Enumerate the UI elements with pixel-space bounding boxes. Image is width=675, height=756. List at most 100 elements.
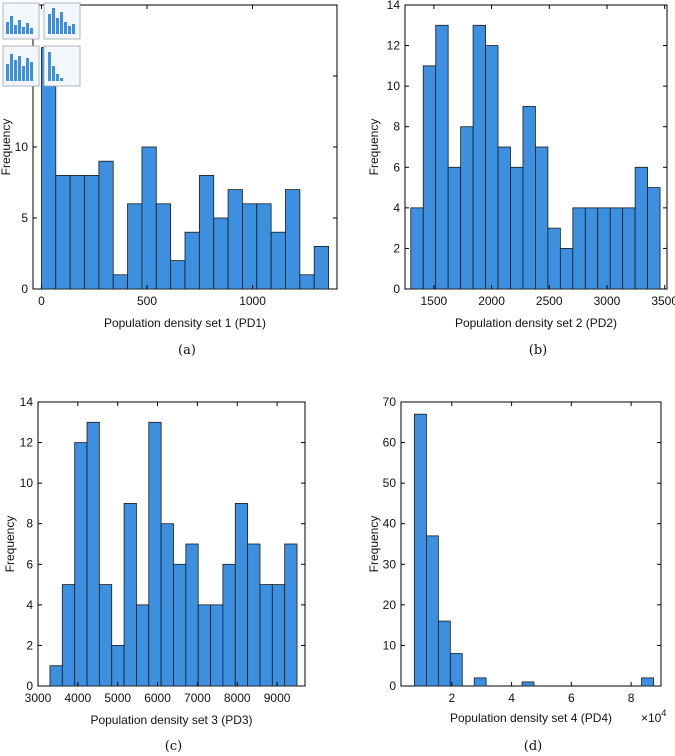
histogram-bar — [285, 189, 301, 290]
x-axis-label: Population density set 1 (PD1) — [104, 316, 266, 330]
histogram-bar — [634, 166, 649, 290]
histogram-bar — [141, 146, 157, 290]
histogram-bar — [247, 543, 261, 687]
histogram-bar — [197, 604, 211, 687]
histogram-bar — [148, 421, 162, 687]
histogram-bar — [49, 665, 63, 687]
y-tick-label: 14 — [20, 395, 34, 409]
y-tick-label: 6 — [26, 557, 33, 571]
histogram-bar — [84, 174, 100, 290]
histogram-bar — [69, 174, 85, 290]
histogram-bar — [437, 620, 451, 687]
histogram-bar — [641, 677, 654, 687]
histogram-bar — [473, 677, 487, 687]
x-tick-label: 8 — [628, 691, 635, 705]
histogram-bar — [410, 207, 424, 290]
y-tick-label: 0 — [393, 282, 400, 296]
y-tick-label: 10 — [387, 79, 401, 93]
histogram-bar — [170, 260, 186, 290]
histogram-bar — [422, 65, 437, 290]
thumbnail-group — [2, 2, 81, 87]
histogram-bar — [256, 203, 272, 290]
x-tick-label: 1500 — [421, 294, 448, 308]
figure-thumbnail-icon — [43, 2, 81, 40]
histogram-bar — [136, 604, 150, 687]
histogram-bar — [485, 45, 499, 290]
histogram-bar — [98, 160, 114, 290]
histogram-bar — [127, 203, 143, 290]
histogram-bar — [111, 645, 125, 687]
y-tick-label: 8 — [26, 517, 33, 531]
panel-caption: (a) — [178, 343, 196, 358]
histogram-bar — [160, 523, 174, 687]
histogram-bar — [584, 207, 599, 290]
y-tick-label: 4 — [393, 201, 400, 215]
chart-b: 0 2 4 6 8 10 12 14 1500 2000 2500 3000 3500 Populatio… — [367, 0, 675, 358]
x-tick-label: 3000 — [594, 294, 621, 308]
histogram-bar — [98, 584, 113, 687]
histogram-bar — [112, 274, 128, 290]
histogram-bar — [213, 217, 229, 290]
histogram-bar — [185, 543, 199, 687]
y-axis-label: Frequency — [367, 119, 381, 176]
histogram-bar — [497, 146, 511, 290]
histogram-bar — [198, 174, 215, 290]
histogram-bar — [184, 231, 200, 290]
x-tick-label: 6 — [568, 691, 575, 705]
histogram-bar — [472, 24, 486, 290]
histogram-bar — [299, 274, 315, 290]
histogram-bar — [609, 207, 624, 290]
histogram-bar — [547, 227, 561, 290]
figure-thumbnail-icon — [43, 45, 81, 87]
histogram-bar — [234, 503, 249, 687]
x-tick-label: 0 — [38, 294, 45, 308]
x-tick-label: 9000 — [264, 691, 291, 705]
y-tick-label: 40 — [383, 517, 397, 531]
y-tick-label: 12 — [20, 436, 34, 450]
y-tick-label: 4 — [26, 598, 33, 612]
x-tick-label: 500 — [137, 294, 157, 308]
histogram-bar — [447, 166, 462, 290]
histogram-bar — [222, 563, 236, 687]
histogram-bar — [210, 604, 224, 687]
x-tick-label: 3000 — [25, 691, 52, 705]
y-tick-label: 10 — [20, 476, 34, 490]
y-axis-label: Frequency — [0, 119, 13, 176]
histogram-bar — [74, 442, 88, 687]
histogram-bar — [271, 584, 286, 687]
x-tick-label: 4 — [508, 691, 515, 705]
y-tick-label: 12 — [387, 39, 401, 53]
x-tick-label: 8000 — [224, 691, 251, 705]
y-axis-label: Frequency — [3, 516, 17, 573]
x-tick-label: 2500 — [536, 294, 563, 308]
histogram-bar — [426, 535, 439, 687]
y-tick-label: 30 — [383, 557, 397, 571]
histogram-bar — [435, 24, 449, 290]
y-tick-label: 8 — [393, 120, 400, 134]
y-tick-label: 6 — [393, 160, 400, 174]
x-tick-label: 7000 — [184, 691, 211, 705]
x-tick-label: 2000 — [478, 294, 505, 308]
histogram-bar — [123, 503, 137, 687]
y-tick-label: 70 — [383, 395, 397, 409]
histogram-bar — [173, 563, 187, 687]
histogram-bar — [270, 231, 286, 290]
x-axis-multiplier-exponent: 4 — [661, 708, 666, 718]
histogram-bar — [510, 166, 524, 290]
histogram-bar — [227, 189, 243, 290]
histogram-bar — [521, 681, 535, 687]
histogram-bar — [559, 248, 574, 290]
chart-a: 05101505001000Population density set 1 (… — [0, 4, 338, 358]
x-tick-label: 3500 — [651, 294, 675, 308]
x-tick-label: 5000 — [104, 691, 131, 705]
histogram-bar — [622, 207, 636, 290]
y-axis-label: Frequency — [367, 516, 381, 573]
y-tick-label: 10 — [383, 638, 397, 652]
panel-caption: (d) — [524, 739, 542, 754]
x-axis-label: Population density set 4 (PD4) — [450, 711, 612, 725]
histogram-bar — [155, 203, 172, 290]
histogram-bar — [535, 146, 549, 290]
histogram-bar — [647, 187, 661, 290]
histogram-bar — [449, 653, 463, 687]
